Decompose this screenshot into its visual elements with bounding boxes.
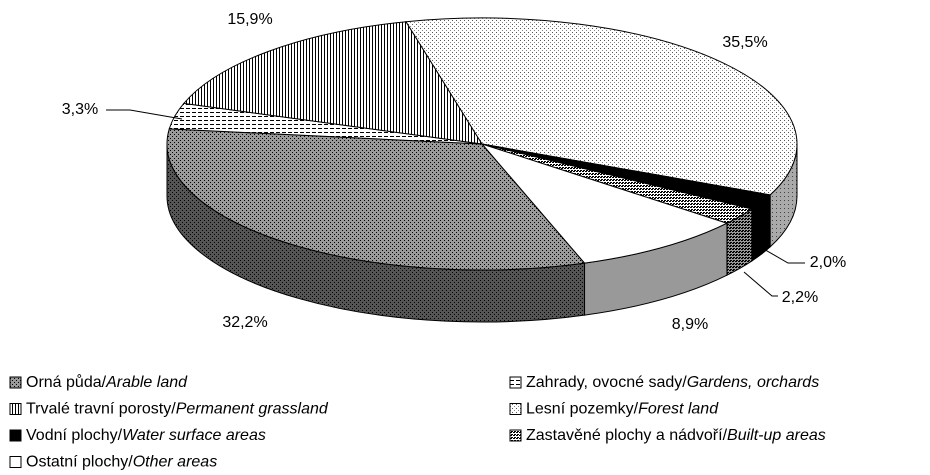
legend-swatch <box>509 376 522 389</box>
legend-swatch <box>9 456 22 468</box>
leader-line <box>761 247 805 264</box>
pie-slice <box>405 17 798 196</box>
data-label: 15,9% <box>227 11 272 28</box>
legend-label: Lesní pozemky/Forest land <box>526 401 719 418</box>
legend-swatch <box>9 376 22 389</box>
legend-label: Zahrady, ovocné sady/Gardens, orchards <box>526 374 819 391</box>
legend: Orná půda/Arable land Zahrady, ovocné sad… <box>9 373 826 471</box>
pie-tops <box>166 17 798 271</box>
legend-swatch <box>509 403 522 415</box>
legend-swatch <box>9 429 22 442</box>
data-label: 3,3% <box>62 101 98 118</box>
pie-slice <box>182 21 483 145</box>
data-label: 2,2% <box>782 289 818 306</box>
labels: 32,2% 3,3% 15,9% 35,5% 2,0% 2,2% 8,9% <box>62 11 846 333</box>
legend-label: Orná půda/Arable land <box>26 373 188 391</box>
leader-line <box>106 109 183 120</box>
legend-swatch <box>509 429 522 442</box>
pie-slice <box>480 142 729 264</box>
legend-swatch <box>9 403 22 415</box>
data-label: 8,9% <box>672 316 708 333</box>
data-label: 35,5% <box>722 34 767 51</box>
data-label: 2,0% <box>810 254 846 271</box>
legend-label: Zastavěné plochy a nádvoří/Built-up area… <box>526 427 826 444</box>
legend-label: Trvalé travní porosty/Permanent grasslan… <box>26 401 329 418</box>
pie-slice <box>166 128 586 271</box>
legend-label: Vodní plochy/Water surface areas <box>26 427 266 444</box>
data-label: 32,2% <box>222 314 267 331</box>
leader-line <box>743 271 778 297</box>
legend-label: Ostatní plochy/Other areas <box>26 454 217 471</box>
